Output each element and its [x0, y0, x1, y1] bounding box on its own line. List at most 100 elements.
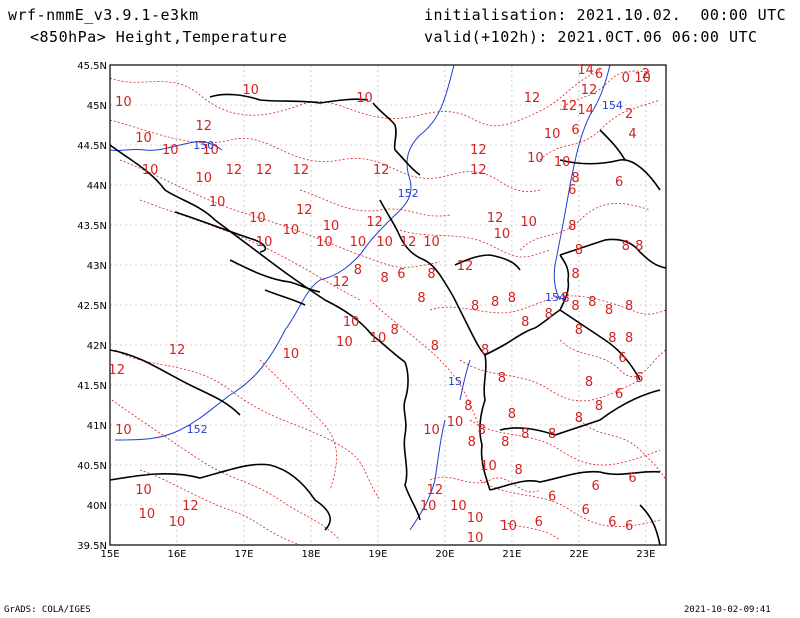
- temperature-contour-label: 10: [115, 423, 132, 438]
- temperature-contour-label: 10: [135, 131, 152, 146]
- temperature-contour-label: 10: [242, 83, 259, 98]
- temperature-contour-label: 8: [391, 323, 399, 338]
- temperature-contour-label: 6: [548, 489, 556, 504]
- temperature-contour-label: 8: [508, 407, 516, 422]
- temperature-contour-label: 12: [169, 343, 186, 358]
- temperature-contour-label: 12: [333, 275, 350, 290]
- temperature-contour-label: 10: [323, 219, 340, 234]
- longitude-tick-labels: 15E 16E 17E 18E 19E 20E 21E 22E 23E: [100, 549, 655, 560]
- lat-tick-label: 40N: [87, 501, 107, 512]
- temperature-contour-label: 10: [350, 235, 367, 250]
- temperature-contour-label: 8: [354, 263, 362, 278]
- temperature-contour-label: 10: [423, 235, 440, 250]
- lon-tick-label: 21E: [502, 549, 521, 560]
- temperature-contour-label: 10: [209, 195, 226, 210]
- temperature-contour-label: 6: [535, 515, 543, 530]
- temperature-contour-label: 8: [548, 427, 556, 442]
- temperature-contour-label: 12: [256, 163, 273, 178]
- lat-tick-label: 42.5N: [77, 301, 107, 312]
- temperature-contour-label: 8: [381, 271, 389, 286]
- temperature-contour-label: 14: [577, 63, 594, 78]
- temperature-contour-label: 8: [545, 307, 553, 322]
- temperature-contour-label: 2: [625, 107, 633, 122]
- temperature-contour-label: 12: [470, 143, 487, 158]
- temperature-contour-label: 6: [571, 123, 579, 138]
- temperature-contour-label: 12: [296, 203, 313, 218]
- temperature-contour-label: 10: [467, 531, 484, 546]
- lat-tick-label: 39.5N: [77, 541, 107, 552]
- temperature-contour-label: 12: [487, 211, 504, 226]
- temperature-contour-label: 10: [135, 483, 152, 498]
- temperature-contour-label: 10: [283, 347, 300, 362]
- height-contour-label: 154: [602, 99, 623, 112]
- lat-lon-grid: [109, 64, 666, 546]
- lon-tick-label: 16E: [167, 549, 186, 560]
- initialisation-time: initialisation: 2021.10.02. 00:00 UTC: [424, 6, 787, 24]
- lat-tick-label: 45N: [87, 101, 107, 112]
- temperature-contour-label: 12: [293, 163, 310, 178]
- temperature-contour-label: 10: [316, 235, 333, 250]
- temperature-contour-label: 8: [508, 291, 516, 306]
- temperature-contour-label: 12: [182, 499, 199, 514]
- height-contour-label: 15: [448, 375, 462, 388]
- coastlines-borders: [110, 93, 666, 545]
- temperature-contour-label: 10: [283, 223, 300, 238]
- temperature-contour-label: 0: [622, 71, 630, 86]
- temperature-contour-label: 12: [427, 483, 444, 498]
- lat-tick-label: 44N: [87, 181, 107, 192]
- temperature-contour-label: 10: [480, 459, 497, 474]
- temperature-contour-label: 8: [575, 323, 583, 338]
- temperature-contour-label: 12: [470, 163, 487, 178]
- temperature-contour-label: 8: [481, 343, 489, 358]
- temperature-contour-label: 8: [471, 299, 479, 314]
- temperature-contour-label: 12: [226, 163, 243, 178]
- temperature-contour-label: 12: [524, 91, 541, 106]
- temperature-contour-label: 6: [581, 503, 589, 518]
- temperature-contour-label: 8: [521, 315, 529, 330]
- temperature-contour-label: 10: [162, 143, 179, 158]
- lon-tick-label: 23E: [636, 549, 655, 560]
- temperature-contour-label: 10: [336, 335, 353, 350]
- temperature-contour-label: 8: [608, 331, 616, 346]
- temperature-contour-label: 8: [588, 295, 596, 310]
- lat-tick-label: 43N: [87, 261, 107, 272]
- temperature-contour-label: 6: [568, 183, 576, 198]
- temperature-contour-label: 8: [585, 375, 593, 390]
- temperature-contour-label: 6: [618, 351, 626, 366]
- temperature-contour-label: 10: [554, 155, 571, 170]
- temperature-contour-label: 10: [447, 415, 464, 430]
- temperature-contour-label: 10: [249, 211, 266, 226]
- temperature-contour-label: 8: [622, 239, 630, 254]
- temperature-contour-label: 10: [423, 423, 440, 438]
- temperature-contour-label: 8: [561, 291, 569, 306]
- temperature-contour-label: 8: [635, 239, 643, 254]
- height-contour-label: 154: [545, 291, 566, 304]
- temperature-contour-label: 8: [625, 331, 633, 346]
- lat-tick-label: 43.5N: [77, 221, 107, 232]
- temperature-contour-label: 6: [592, 479, 600, 494]
- temperature-contour-label: 8: [605, 303, 613, 318]
- temperature-contour-label: 2: [642, 67, 650, 82]
- temperature-contour-label: 10: [634, 71, 651, 86]
- temperature-contour-label: 12: [581, 83, 598, 98]
- footer-credit: GrADS: COLA/IGES: [4, 605, 91, 615]
- temperature-contour-label: 6: [615, 387, 623, 402]
- temperature-contour-label: 14: [577, 103, 594, 118]
- temperature-contour-label: 10: [527, 151, 544, 166]
- temperature-contour-label: 8: [464, 399, 472, 414]
- temperature-contour-label: 10: [142, 163, 159, 178]
- temperature-contour-label: 10: [376, 235, 393, 250]
- temperature-contour-label: 8: [568, 219, 576, 234]
- lon-tick-label: 18E: [301, 549, 320, 560]
- temperature-contour-label: 10: [115, 95, 132, 110]
- temperature-contour-label: 8: [491, 295, 499, 310]
- temperature-contour-label: 8: [625, 299, 633, 314]
- temperature-contour-label: 10: [520, 215, 537, 230]
- lon-tick-label: 20E: [435, 549, 454, 560]
- temperature-contour-label: 10: [169, 515, 186, 530]
- temperature-contour-label: 10: [196, 171, 213, 186]
- lon-tick-label: 19E: [368, 549, 387, 560]
- temperature-contour-label: 10: [467, 511, 484, 526]
